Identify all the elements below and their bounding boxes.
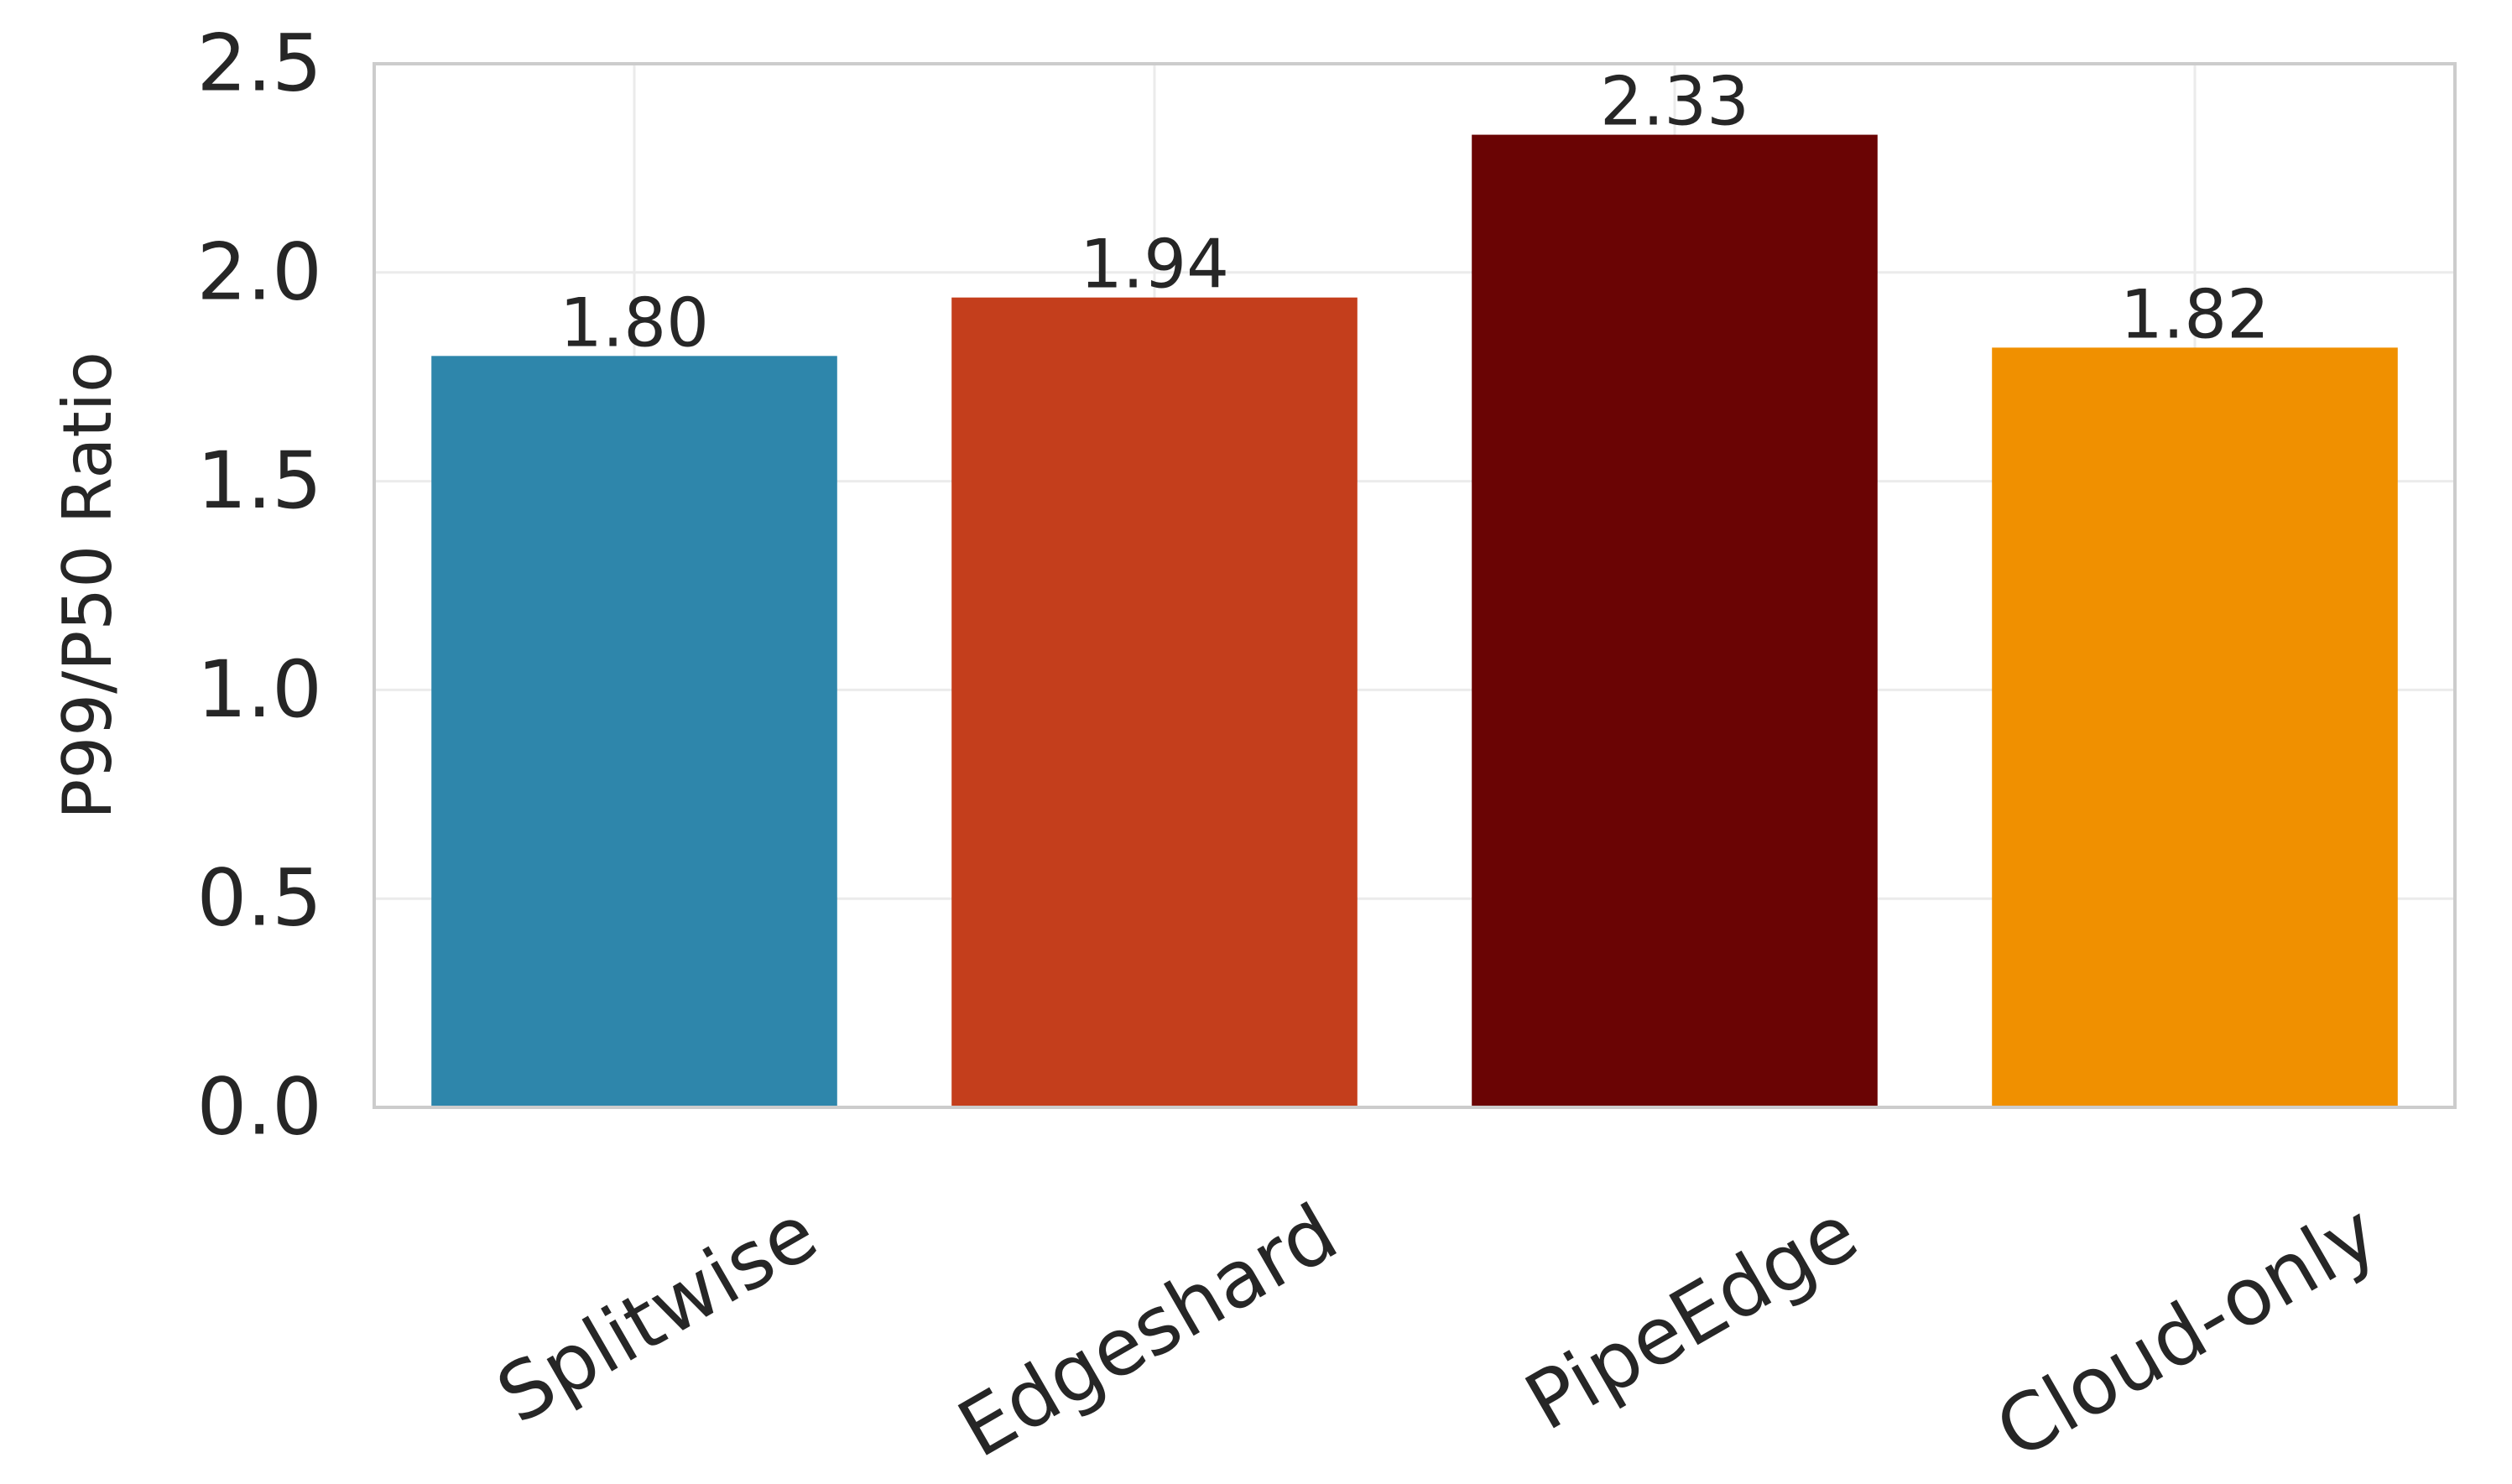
plot-frame bbox=[373, 62, 2457, 1109]
x-tick-label: Splitwise bbox=[482, 1187, 832, 1442]
bar-splitwise bbox=[431, 356, 837, 1107]
x-tick-label: Cloud-only bbox=[1982, 1187, 2393, 1477]
y-tick-label: 1.0 bbox=[197, 644, 323, 736]
x-tick-label: Edgeshard bbox=[944, 1187, 1352, 1476]
x-tick-label: PipeEdge bbox=[1511, 1187, 1873, 1449]
y-tick-label: 0.0 bbox=[197, 1062, 323, 1153]
y-tick-labels: 0.0 0.5 1.0 1.5 2.0 2.5 bbox=[197, 18, 323, 1153]
y-tick-label: 0.5 bbox=[197, 853, 323, 945]
y-tick-label: 2.5 bbox=[197, 18, 323, 110]
bar-pipeedge bbox=[1472, 134, 1878, 1107]
value-label: 1.82 bbox=[2120, 275, 2270, 353]
y-tick-label: 2.0 bbox=[197, 227, 323, 318]
bars bbox=[431, 134, 2398, 1107]
value-label: 2.33 bbox=[1600, 63, 1749, 141]
bar-cloud-only bbox=[1992, 347, 2398, 1107]
value-labels: 1.80 1.94 2.33 1.82 bbox=[560, 63, 2270, 362]
value-label: 1.94 bbox=[1080, 226, 1229, 304]
bar-edgeshard bbox=[951, 297, 1358, 1107]
x-tick-labels: Splitwise Edgeshard PipeEdge Cloud-only bbox=[482, 1187, 2393, 1477]
y-axis-title: P99/P50 Ratio bbox=[49, 351, 127, 820]
y-tick-label: 1.5 bbox=[197, 435, 323, 527]
value-label: 1.80 bbox=[560, 284, 709, 362]
